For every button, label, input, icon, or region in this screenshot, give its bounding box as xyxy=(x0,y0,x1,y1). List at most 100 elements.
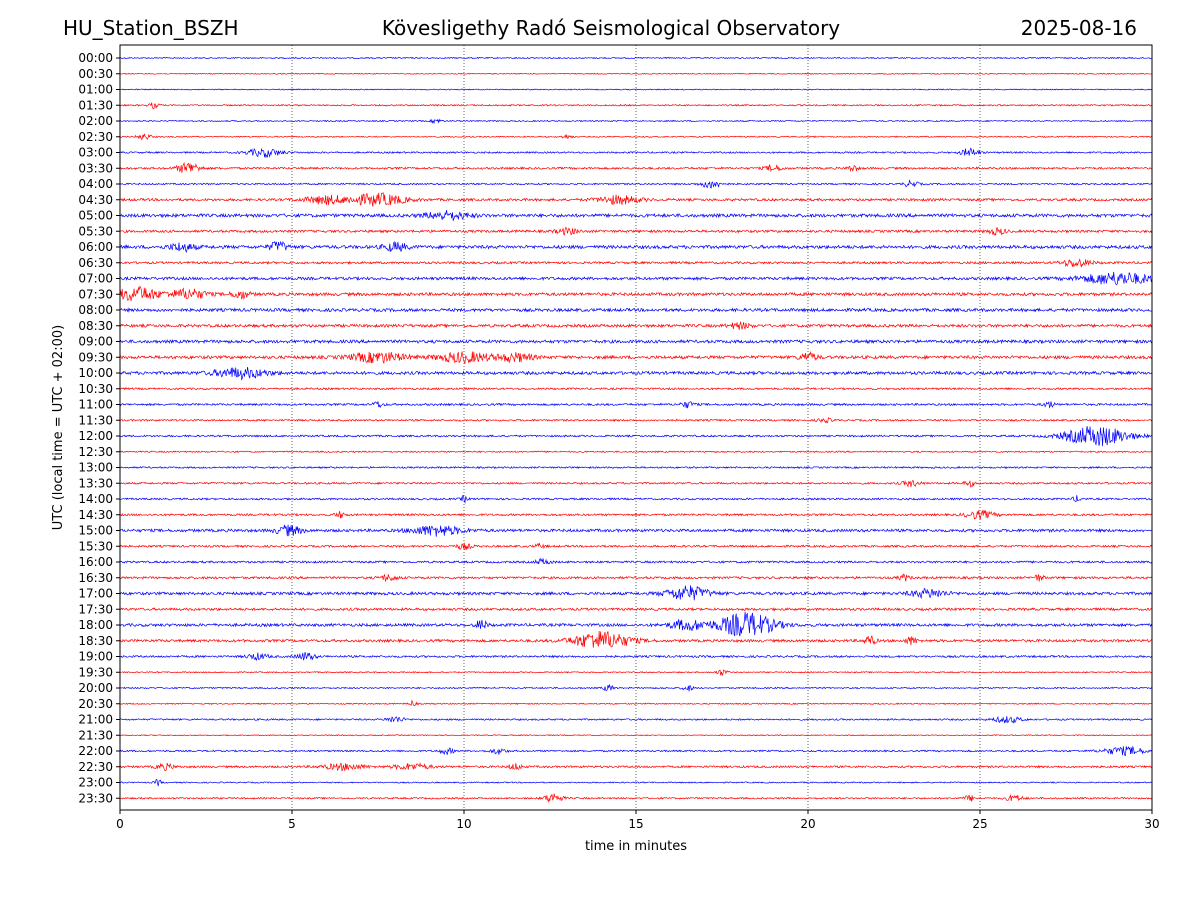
y-tick-label: 06:00 xyxy=(78,240,113,254)
trace-1830 xyxy=(119,630,1153,648)
y-tick-label: 09:30 xyxy=(78,350,113,364)
trace-2300 xyxy=(119,778,1153,787)
x-axis-label: time in minutes xyxy=(585,839,687,854)
y-tick-label: 16:00 xyxy=(78,555,113,569)
trace-1900 xyxy=(119,652,1153,662)
y-tick-label: 05:00 xyxy=(78,209,113,223)
trace-0630 xyxy=(119,258,1153,268)
x-tick-label: 25 xyxy=(972,817,987,831)
trace-1530 xyxy=(119,542,1153,550)
y-tick-label: 21:30 xyxy=(78,728,113,742)
trace-1930 xyxy=(119,669,1153,677)
trace-2100 xyxy=(119,716,1153,724)
x-tick-label: 10 xyxy=(456,817,471,831)
y-tick-label: 17:30 xyxy=(78,602,113,616)
y-tick-label: 09:00 xyxy=(78,335,113,349)
trace-0700 xyxy=(119,271,1153,286)
x-tick-label: 20 xyxy=(800,817,815,831)
y-tick-label: 04:00 xyxy=(78,177,113,191)
trace-0330 xyxy=(119,161,1153,173)
y-tick-label: 21:00 xyxy=(78,713,113,727)
y-tick-label: 23:00 xyxy=(78,776,113,790)
y-tick-label: 04:30 xyxy=(78,193,113,207)
y-tick-label: 01:30 xyxy=(78,98,113,112)
y-tick-label: 22:00 xyxy=(78,744,113,758)
y-tick-label: 19:30 xyxy=(78,665,113,679)
y-tick-label: 05:30 xyxy=(78,224,113,238)
y-tick-label: 18:00 xyxy=(78,618,113,632)
y-tick-label: 14:00 xyxy=(78,492,113,506)
y-axis-label: UTC (local time = UTC + 02:00) xyxy=(51,325,66,530)
trace-1700 xyxy=(119,585,1153,601)
x-tick-label: 30 xyxy=(1144,817,1159,831)
trace-2000 xyxy=(119,683,1153,692)
seismogram-traces xyxy=(119,56,1153,803)
y-tick-label: 03:30 xyxy=(78,161,113,175)
trace-1230 xyxy=(119,450,1153,454)
x-tick-label: 5 xyxy=(288,817,296,831)
y-tick-label: 10:30 xyxy=(78,382,113,396)
trace-1130 xyxy=(119,417,1153,424)
trace-0530 xyxy=(119,226,1153,236)
trace-0230 xyxy=(119,133,1153,140)
trace-0730 xyxy=(119,285,1153,302)
y-tick-label: 08:00 xyxy=(78,303,113,317)
trace-2200 xyxy=(119,745,1153,757)
trace-0100 xyxy=(119,88,1153,91)
y-tick-label: 10:00 xyxy=(78,366,113,380)
trace-1730 xyxy=(119,606,1153,612)
trace-1800 xyxy=(119,611,1153,637)
y-tick-label: 17:00 xyxy=(78,587,113,601)
trace-1600 xyxy=(119,557,1153,565)
y-tick-label: 14:30 xyxy=(78,508,113,522)
y-tick-label: 20:00 xyxy=(78,681,113,695)
station-title: HU_Station_BSZH xyxy=(63,16,239,40)
trace-0130 xyxy=(119,102,1153,110)
trace-0030 xyxy=(119,72,1153,75)
trace-0400 xyxy=(119,179,1153,189)
y-tick-label: 12:30 xyxy=(78,445,113,459)
y-tick-label: 23:30 xyxy=(78,791,113,805)
trace-2130 xyxy=(119,734,1153,737)
trace-1100 xyxy=(119,401,1153,409)
y-tick-label: 16:30 xyxy=(78,571,113,585)
trace-1200 xyxy=(119,426,1153,447)
y-tick-label: 12:00 xyxy=(78,429,113,443)
trace-1030 xyxy=(119,386,1153,391)
y-tick-label: 19:00 xyxy=(78,650,113,664)
trace-1300 xyxy=(119,465,1153,470)
trace-0600 xyxy=(119,240,1153,253)
trace-2230 xyxy=(119,762,1153,772)
y-tick-label: 13:00 xyxy=(78,461,113,475)
trace-1000 xyxy=(119,366,1153,381)
y-tick-label: 18:30 xyxy=(78,634,113,648)
trace-0000 xyxy=(119,56,1153,60)
trace-0930 xyxy=(119,350,1153,365)
trace-0900 xyxy=(119,338,1153,345)
vertical-gridlines xyxy=(291,45,981,810)
trace-0300 xyxy=(119,147,1153,159)
y-tick-label: 07:30 xyxy=(78,287,113,301)
y-tick-label: 11:00 xyxy=(78,398,113,412)
y-tick-label: 13:30 xyxy=(78,476,113,490)
y-tick-label: 22:30 xyxy=(78,760,113,774)
y-tick-label: 11:30 xyxy=(78,413,113,427)
trace-1400 xyxy=(119,494,1153,504)
trace-0500 xyxy=(119,210,1153,222)
y-tick-label: 15:00 xyxy=(78,524,113,538)
y-tick-label: 15:30 xyxy=(78,539,113,553)
trace-2030 xyxy=(119,699,1153,706)
y-tick-label: 03:00 xyxy=(78,146,113,160)
y-tick-label: 08:30 xyxy=(78,319,113,333)
trace-0200 xyxy=(119,118,1153,125)
trace-1500 xyxy=(119,524,1153,537)
date-title: 2025-08-16 xyxy=(1020,16,1137,40)
trace-1430 xyxy=(119,510,1153,520)
trace-0430 xyxy=(119,192,1153,207)
y-tick-label: 00:00 xyxy=(78,51,113,65)
x-tick-label: 15 xyxy=(628,817,643,831)
y-tick-label: 20:30 xyxy=(78,697,113,711)
y-tick-label: 02:00 xyxy=(78,114,113,128)
y-tick-label: 07:00 xyxy=(78,272,113,286)
